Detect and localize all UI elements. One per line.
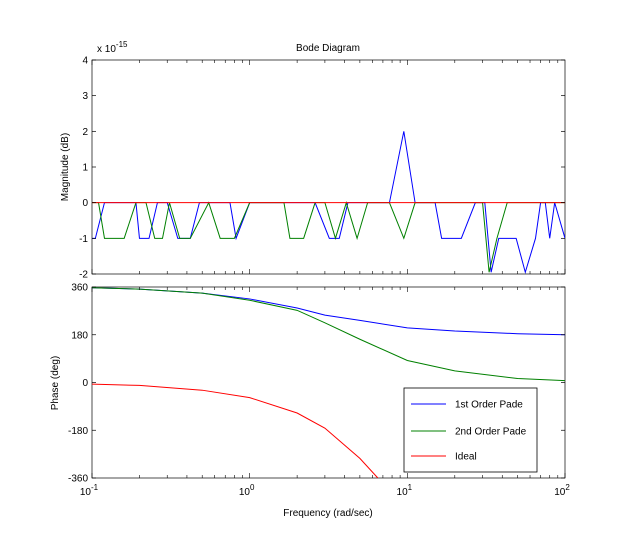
legend-label-ideal: Ideal (455, 452, 477, 463)
magnitude-ytick-label: 3 (82, 91, 88, 102)
phase-ytick-label: -360 (68, 474, 88, 485)
magnitude-ytick-label: -2 (79, 270, 88, 281)
magnitude-ytick-label: 4 (82, 56, 88, 67)
phase-ytick-label: 360 (71, 283, 88, 294)
phase-ytick-label: 0 (82, 378, 88, 389)
phase-ytick-label: -180 (68, 426, 88, 437)
chart-title: Bode Diagram (296, 43, 360, 54)
magnitude-plot-box (91, 59, 566, 275)
legend-label-1st-order-pade: 1st Order Pade (455, 400, 523, 411)
phase-tick-group: -360 -180 0 180 360 10-1 100 101 102 (68, 283, 570, 499)
phase-ylabel: Phase (deg) (50, 356, 61, 410)
frequency-xtick-label: 100 (239, 483, 255, 498)
frequency-xtick-label: 102 (554, 483, 570, 498)
legend-box (403, 387, 538, 473)
legend: 1st Order Pade 2nd Order Pade Ideal (403, 387, 538, 473)
magnitude-ytick-label: -1 (79, 234, 88, 245)
magnitude-ytick-label: 1 (82, 163, 88, 174)
phase-series-2nd-order-pade (92, 287, 565, 382)
magnitude-ytick-label: 2 (82, 127, 88, 138)
magnitude-tick-group: -2 -1 0 1 2 3 4 (79, 56, 566, 281)
legend-items: 1st Order Pade 2nd Order Pade Ideal (411, 400, 527, 463)
scale-base: x 10 (97, 44, 116, 55)
phase-series-group (92, 287, 565, 478)
magnitude-ylabel: Magnitude (dB) (60, 133, 71, 201)
magnitude-ytick-label: 0 (82, 198, 88, 209)
frequency-xtick-label: 10-1 (80, 483, 99, 498)
frequency-xlabel: Frequency (rad/sec) (283, 508, 372, 519)
scale-exponent: -15 (116, 40, 128, 49)
frequency-xtick-label: 101 (397, 483, 413, 498)
magnitude-axes: -2 -1 0 1 2 3 4 Bode Diagram x 10-15 Magnitude… (60, 40, 566, 281)
phase-ytick-label: 180 (71, 330, 88, 341)
legend-label-2nd-order-pade: 2nd Order Pade (455, 427, 527, 438)
magnitude-series-group (92, 131, 565, 274)
magnitude-scale-factor: x 10-15 (97, 40, 128, 55)
phase-series-ideal (92, 383, 379, 478)
